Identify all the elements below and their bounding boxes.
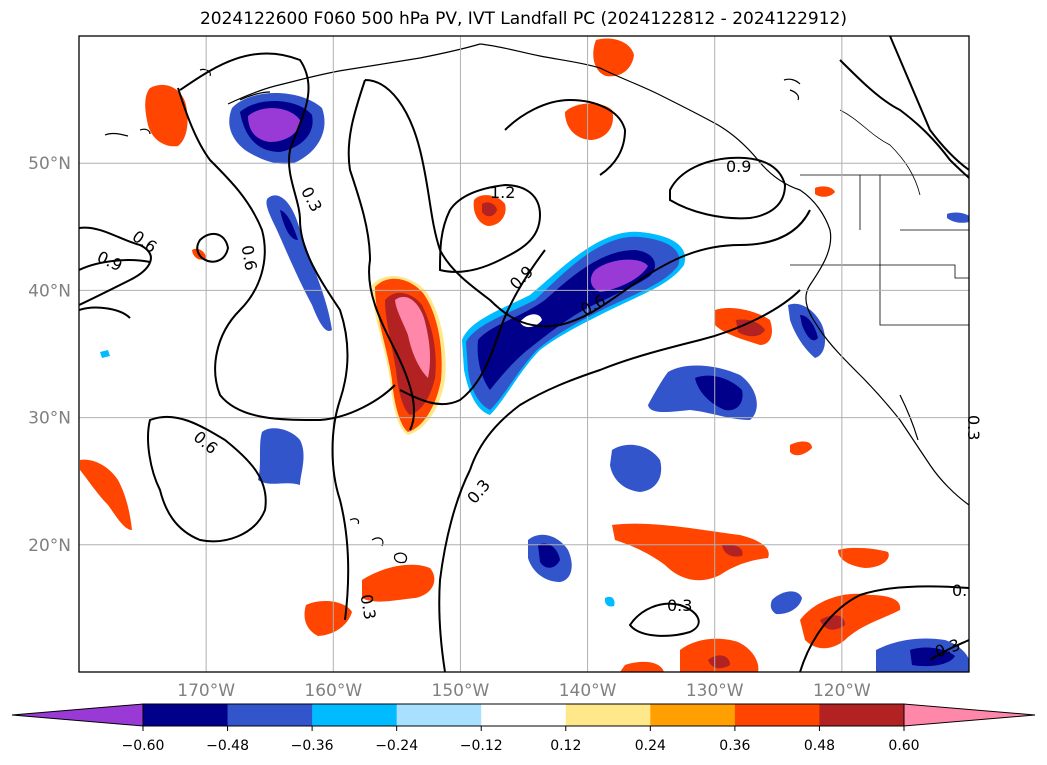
lat-tick-label: 50°N xyxy=(28,154,71,174)
colorbar-cell xyxy=(650,704,736,726)
contour-label: 0.9 xyxy=(726,157,751,176)
colorbar-labels: −0.60 −0.48 −0.36 −0.24 −0.12 0.12 0.24 … xyxy=(122,738,920,754)
colorbar-cell xyxy=(227,704,313,726)
colorbar-extension-low xyxy=(11,703,144,727)
latitude-labels: 20°N 30°N 40°N 50°N xyxy=(28,154,71,556)
lat-tick-label: 40°N xyxy=(28,281,71,301)
colorbar-cell xyxy=(143,704,229,726)
contour-label: 0.3 xyxy=(964,415,983,440)
colorbar-cell xyxy=(396,704,482,726)
colorbar-label: 0.24 xyxy=(635,738,666,754)
lon-tick-label: 150°W xyxy=(432,681,490,701)
longitude-labels: 170°W 160°W 150°W 140°W 130°W 120°W xyxy=(177,681,871,701)
lon-tick-label: 140°W xyxy=(559,681,617,701)
contour-lines xyxy=(79,36,969,672)
colorbar-cell xyxy=(565,704,651,726)
colorbar-label: −0.24 xyxy=(375,738,418,754)
colorbar: −0.60 −0.48 −0.36 −0.24 −0.12 0.12 0.24 … xyxy=(11,703,1036,754)
contour-label: 0.3 xyxy=(667,596,692,615)
colorbar-label: −0.48 xyxy=(206,738,249,754)
colorbar-label: 0.48 xyxy=(804,738,835,754)
map-frame xyxy=(78,35,970,673)
gridlines xyxy=(79,36,969,672)
contour-label: 0. xyxy=(952,581,967,600)
colorbar-outline xyxy=(142,703,905,727)
lon-tick-label: 130°W xyxy=(686,681,744,701)
lon-tick-label: 170°W xyxy=(177,681,235,701)
colorbar-ticks xyxy=(142,726,905,731)
colorbar-cell xyxy=(819,704,905,726)
contour-label: 0.3 xyxy=(357,593,380,621)
colorbar-label: 0.12 xyxy=(550,738,581,754)
colorbar-cells xyxy=(11,703,1036,727)
political-borders xyxy=(790,109,969,326)
lat-tick-label: 20°N xyxy=(28,536,71,556)
colorbar-label: 0.36 xyxy=(719,738,750,754)
lon-tick-label: 160°W xyxy=(304,681,362,701)
colorbar-label: −0.60 xyxy=(122,738,165,754)
colorbar-extension-high xyxy=(903,703,1036,727)
lon-tick-label: 120°W xyxy=(813,681,871,701)
map-title: 2024122600 F060 500 hPa PV, IVT Landfall… xyxy=(199,9,847,29)
colorbar-label: −0.12 xyxy=(460,738,503,754)
colorbar-cell xyxy=(312,704,398,726)
colorbar-cell xyxy=(481,704,567,726)
lat-tick-label: 30°N xyxy=(28,409,71,429)
contour-label: 0.6 xyxy=(238,244,261,272)
colorbar-label: −0.36 xyxy=(291,738,334,754)
colorbar-label: 0.60 xyxy=(888,738,919,754)
colorbar-cell xyxy=(734,704,820,726)
contour-label: 1.2 xyxy=(490,183,515,202)
filled-anomaly-patches xyxy=(80,38,969,672)
